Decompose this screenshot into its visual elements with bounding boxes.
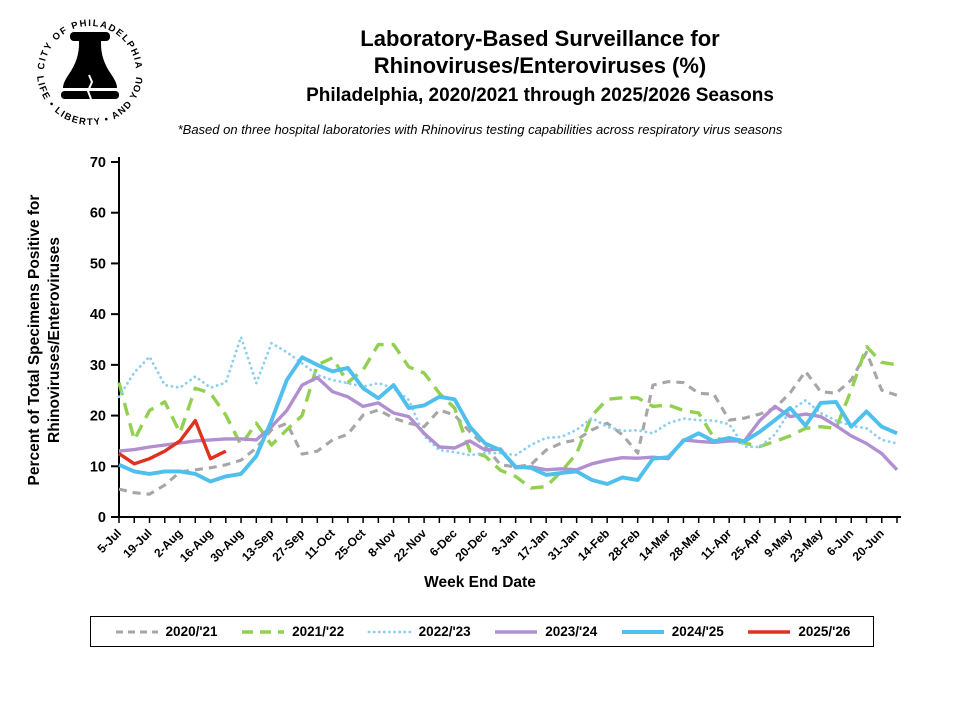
x-tick-label: 19-Jul — [120, 526, 154, 560]
y-tick-label: 50 — [90, 256, 106, 272]
x-tick-label: 13-Sep — [239, 526, 277, 564]
legend-label: 2020/'21 — [165, 624, 218, 639]
x-tick-label: 28-Feb — [606, 526, 643, 563]
series-line-2021--22 — [117, 342, 898, 490]
y-axis-title-line2: Rhinoviruses/Enteroviruses — [46, 237, 64, 443]
x-tick-label: 22-Nov — [391, 526, 429, 564]
y-axis-title: Percent of Total Specimens Positive for … — [25, 140, 69, 540]
y-tick-label: 30 — [90, 358, 106, 374]
legend-item: 2024/'25 — [620, 624, 724, 639]
legend-label: 2022/'23 — [418, 624, 471, 639]
x-tick-label: 30-Aug — [208, 526, 247, 565]
legend-item: 2022/'23 — [367, 624, 471, 639]
x-tick-label: 31-Jan — [545, 526, 582, 563]
legend-item: 2021/'22 — [240, 624, 344, 639]
legend-line-sample — [495, 629, 538, 634]
x-tick-label: 11-Apr — [698, 526, 735, 563]
series-line-2020--21 — [118, 350, 898, 496]
y-tick-label: 10 — [90, 459, 106, 475]
x-tick-label: 23-May — [787, 526, 826, 565]
x-tick-label: 14-Mar — [636, 526, 673, 563]
x-tick-label: 25-Apr — [728, 526, 765, 563]
series-line-2025--26 — [118, 418, 227, 466]
y-tick-label: 20 — [90, 409, 106, 425]
x-tick-label: 20-Jun — [850, 526, 887, 563]
title-line-1: Laboratory-Based Surveillance for — [360, 26, 720, 51]
legend-label: 2021/'22 — [292, 624, 345, 639]
x-axis-title: Week End Date — [424, 574, 536, 591]
legend-item: 2025/'26 — [746, 624, 850, 639]
x-tick-label: 14-Feb — [575, 526, 612, 563]
legend-line-sample — [242, 629, 285, 634]
liberty-bell-icon — [61, 32, 119, 100]
y-tick-label: 70 — [90, 155, 106, 171]
legend-label: 2023/'24 — [545, 624, 598, 639]
series-line-2024--25 — [118, 355, 898, 486]
legend-label: 2025/'26 — [798, 624, 851, 639]
legend-item: 2020/'21 — [114, 624, 218, 639]
city-of-philadelphia-logo: • CITY OF PHILADELPHIA • LIFE • LIBERTY … — [34, 18, 144, 128]
legend-label: 2024/'25 — [671, 624, 724, 639]
y-tick-label: 40 — [90, 307, 106, 323]
footnote: *Based on three hospital laboratories wi… — [177, 122, 783, 137]
x-tick-label: 25-Oct — [332, 526, 368, 562]
legend-line-sample — [748, 629, 791, 634]
legend-line-sample — [115, 629, 158, 634]
title-line-3: Philadelphia, 2020/2021 through 2025/202… — [306, 84, 774, 106]
title-line-2: Rhinoviruses/Enteroviruses (%) — [373, 52, 707, 78]
legend-line-sample — [367, 630, 413, 633]
x-tick-label: 20-Dec — [453, 526, 491, 564]
x-tick-label: 17-Jan — [514, 526, 551, 563]
x-tick-label: 27-Sep — [269, 526, 307, 564]
legend-line-sample — [621, 629, 664, 634]
legend-box: 2020/'21 2021/'22 2022/'23 2023/'24 2024/'25… — [90, 616, 874, 647]
y-axis-title-line1: Percent of Total Specimens Positive for — [26, 194, 43, 486]
legend-item: 2023/'24 — [493, 624, 597, 639]
x-tick-label: 11-Oct — [302, 526, 338, 562]
x-tick-label: 28-Mar — [667, 526, 704, 563]
x-tick-label: 16-Aug — [177, 526, 216, 565]
y-tick-label: 60 — [90, 206, 106, 222]
chart-title: Laboratory-Based Surveillance for Rhinov… — [130, 26, 950, 107]
y-tick-label: 0 — [98, 510, 106, 526]
